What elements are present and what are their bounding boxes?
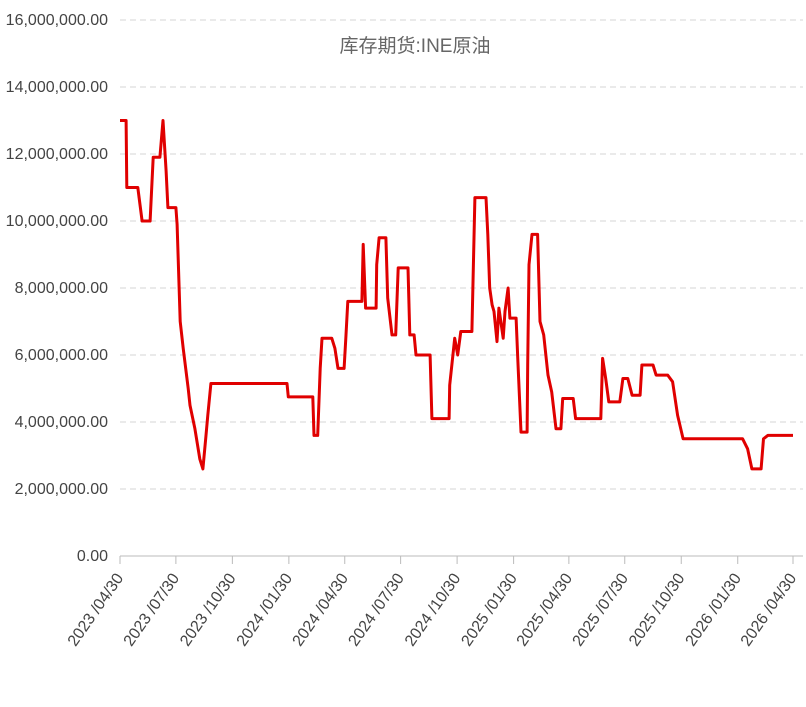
x-tick-label: 2024 /04/30 [290,570,352,649]
y-tick-label: 2,000,000.00 [15,481,109,498]
x-tick-label: 2026 /01/30 [683,570,745,649]
y-tick-label: 4,000,000.00 [15,414,109,431]
y-tick-label: 6,000,000.00 [15,347,109,364]
x-tick-label: 2023 /07/30 [121,570,183,649]
x-tick-label: 2023 /10/30 [177,570,239,649]
x-tick-label: 2026 /04/30 [738,570,800,649]
x-tick-label: 2024 /01/30 [234,570,296,649]
data-line [120,119,793,471]
y-tick-label: 16,000,000.00 [6,12,108,29]
y-tick-label: 10,000,000.00 [6,213,108,230]
chart-title: 库存期货:INE原油 [340,35,491,57]
y-tick-label: 0.00 [77,548,108,565]
x-tick-label: 2023 /04/30 [65,570,127,649]
x-tick-label: 2025 /01/30 [458,570,520,649]
x-tick-label: 2024 /10/30 [402,570,464,649]
x-tick-label: 2025 /10/30 [626,570,688,649]
y-tick-label: 12,000,000.00 [6,146,108,163]
y-tick-label: 14,000,000.00 [6,79,108,96]
x-tick-label: 2025 /07/30 [570,570,632,649]
x-tick-label: 2024 /07/30 [345,570,407,649]
x-tick-label: 2025 /04/30 [514,570,576,649]
y-tick-label: 8,000,000.00 [15,280,109,297]
